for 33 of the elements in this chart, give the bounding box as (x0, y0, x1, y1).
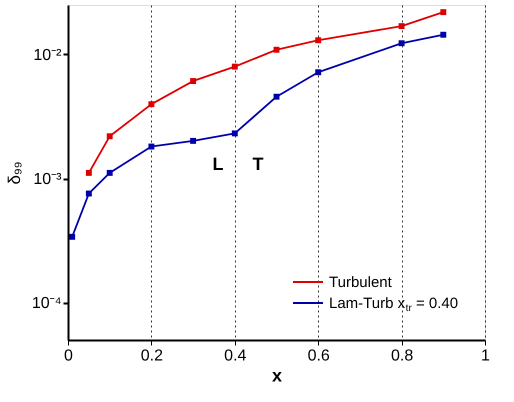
x-tick-label: 0.6 (308, 348, 330, 364)
y-axis-title: δ₉₉ (4, 162, 24, 184)
point (69, 234, 76, 240)
point (232, 130, 238, 136)
x-tick-label: 0.2 (140, 348, 164, 364)
point (106, 133, 113, 140)
x-tick-label: 1 (481, 348, 490, 364)
point (440, 9, 446, 16)
point (106, 170, 113, 176)
x-tick-label: 0.8 (390, 348, 414, 364)
x-axis-title: x (272, 366, 282, 386)
point (190, 78, 196, 84)
y-tick-label: 10⁻⁴ (32, 295, 62, 312)
point (86, 190, 92, 196)
y-tick-label: 10⁻³ (33, 171, 62, 188)
legend-label: Turbulent (329, 274, 393, 291)
point (190, 138, 196, 144)
point (148, 144, 154, 150)
y-tick-label: 10⁻² (33, 46, 62, 64)
point (398, 40, 405, 46)
x-tick-label: 0.4 (224, 348, 247, 364)
annotation: L (212, 154, 224, 174)
point (232, 64, 238, 70)
point (315, 69, 322, 76)
point (148, 101, 154, 108)
x-tick-label: 0 (64, 348, 74, 364)
point (274, 46, 280, 53)
point (398, 23, 405, 30)
point (440, 32, 446, 38)
point (86, 170, 92, 176)
point (274, 94, 280, 100)
annotation: T (252, 154, 264, 174)
point (315, 37, 322, 44)
